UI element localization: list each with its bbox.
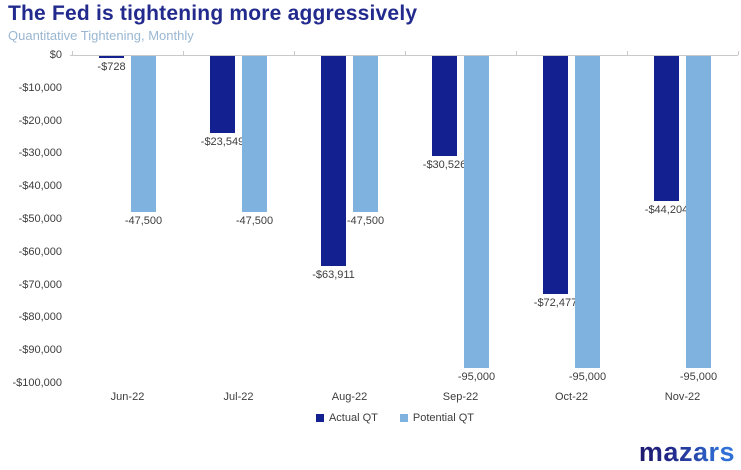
bar-actual-qt-jul-22 (210, 56, 235, 133)
data-label: -$30,526 (422, 159, 467, 171)
y-tick-label: -$80,000 (18, 311, 62, 324)
bar-actual-qt-jun-22 (99, 56, 124, 58)
data-label: -47,500 (235, 215, 274, 227)
data-label: -$63,911 (312, 269, 355, 281)
y-tick-label: -$50,000 (18, 213, 62, 225)
legend-label-potential-qt: Potential QT (412, 412, 475, 424)
axis-tick-mark (627, 51, 628, 55)
axis-tick-mark (405, 51, 406, 55)
bar-potential-qt-jun-22 (131, 56, 156, 212)
bar-potential-qt-jul-22 (242, 56, 267, 212)
legend-swatch-potential-qt (399, 414, 408, 422)
chart-title: The Fed is tightening more aggressively (8, 2, 418, 25)
y-tick-label: -$40,000 (18, 180, 62, 193)
data-label: -47,500 (346, 215, 385, 227)
axis-tick-mark (738, 51, 739, 55)
data-label: -$72,477 (533, 297, 578, 309)
axis-tick-mark (294, 51, 295, 55)
axis-tick-mark (183, 51, 184, 55)
bar-potential-qt-oct-22 (575, 56, 600, 368)
y-tick-label: -$30,000 (18, 147, 62, 160)
data-label: -$23,549 (200, 136, 245, 148)
legend-swatch-actual-qt (315, 414, 324, 422)
bar-actual-qt-sep-22 (432, 56, 457, 156)
mazars-logo: mazars (638, 437, 735, 467)
y-tick-label: -$20,000 (18, 114, 62, 127)
legend: Actual QT Potential QT (0, 412, 741, 424)
data-label: -47,500 (124, 215, 163, 227)
y-tick-label: -$70,000 (18, 278, 62, 291)
legend-label-actual-qt: Actual QT (328, 412, 378, 424)
data-label: -95,000 (568, 371, 607, 383)
x-tick-label-jul-22: Jul-22 (223, 391, 254, 403)
bar-potential-qt-sep-22 (464, 56, 489, 368)
data-label: -95,000 (679, 371, 718, 383)
data-label: -95,000 (457, 371, 496, 383)
x-tick-label-oct-22: Oct-22 (554, 391, 588, 403)
bar-actual-qt-oct-22 (543, 56, 568, 294)
x-tick-label-sep-22: Sep-22 (442, 391, 479, 403)
zero-axis-line (70, 55, 738, 56)
axis-tick-mark (72, 51, 73, 55)
bar-actual-qt-nov-22 (654, 56, 679, 201)
x-tick-label-nov-22: Nov-22 (664, 391, 701, 403)
axis-tick-mark (516, 51, 517, 55)
y-tick-label: -$90,000 (18, 344, 62, 357)
y-tick-label: $0 (49, 49, 62, 61)
bar-potential-qt-aug-22 (353, 56, 378, 212)
y-tick-label: -$60,000 (18, 245, 62, 258)
data-label: -$728 (97, 61, 126, 73)
bar-potential-qt-nov-22 (686, 56, 711, 368)
x-tick-label-jun-22: Jun-22 (110, 391, 145, 403)
legend-item-potential-qt: Potential QT (399, 412, 475, 424)
chart-subtitle: Quantitative Tightening, Monthly (8, 28, 194, 43)
data-label: -$44,204 (644, 204, 689, 216)
bar-actual-qt-aug-22 (321, 56, 346, 266)
legend-item-actual-qt: Actual QT (315, 412, 378, 424)
y-tick-label: -$100,000 (12, 377, 62, 389)
y-tick-label: -$10,000 (18, 81, 62, 94)
x-tick-label-aug-22: Aug-22 (331, 391, 368, 403)
